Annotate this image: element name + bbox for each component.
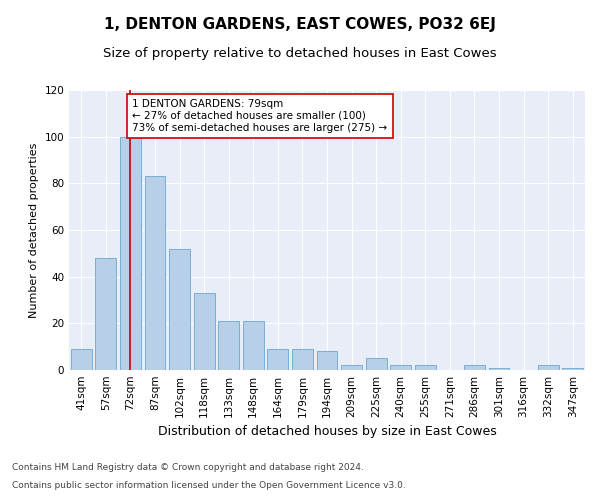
- Text: 1, DENTON GARDENS, EAST COWES, PO32 6EJ: 1, DENTON GARDENS, EAST COWES, PO32 6EJ: [104, 18, 496, 32]
- Bar: [292, 349, 313, 370]
- X-axis label: Distribution of detached houses by size in East Cowes: Distribution of detached houses by size …: [158, 426, 496, 438]
- Text: 1 DENTON GARDENS: 79sqm
← 27% of detached houses are smaller (100)
73% of semi-d: 1 DENTON GARDENS: 79sqm ← 27% of detache…: [133, 100, 388, 132]
- Bar: [268, 349, 289, 370]
- Bar: [169, 248, 190, 370]
- Text: Size of property relative to detached houses in East Cowes: Size of property relative to detached ho…: [103, 48, 497, 60]
- Bar: [120, 136, 141, 370]
- Bar: [538, 366, 559, 370]
- Bar: [464, 366, 485, 370]
- Bar: [145, 176, 166, 370]
- Bar: [317, 352, 337, 370]
- Y-axis label: Number of detached properties: Number of detached properties: [29, 142, 39, 318]
- Bar: [95, 258, 116, 370]
- Bar: [390, 366, 411, 370]
- Bar: [341, 366, 362, 370]
- Bar: [365, 358, 386, 370]
- Bar: [488, 368, 509, 370]
- Bar: [71, 349, 92, 370]
- Text: Contains public sector information licensed under the Open Government Licence v3: Contains public sector information licen…: [12, 481, 406, 490]
- Text: Contains HM Land Registry data © Crown copyright and database right 2024.: Contains HM Land Registry data © Crown c…: [12, 462, 364, 471]
- Bar: [243, 321, 264, 370]
- Bar: [194, 293, 215, 370]
- Bar: [415, 366, 436, 370]
- Bar: [218, 321, 239, 370]
- Bar: [562, 368, 583, 370]
